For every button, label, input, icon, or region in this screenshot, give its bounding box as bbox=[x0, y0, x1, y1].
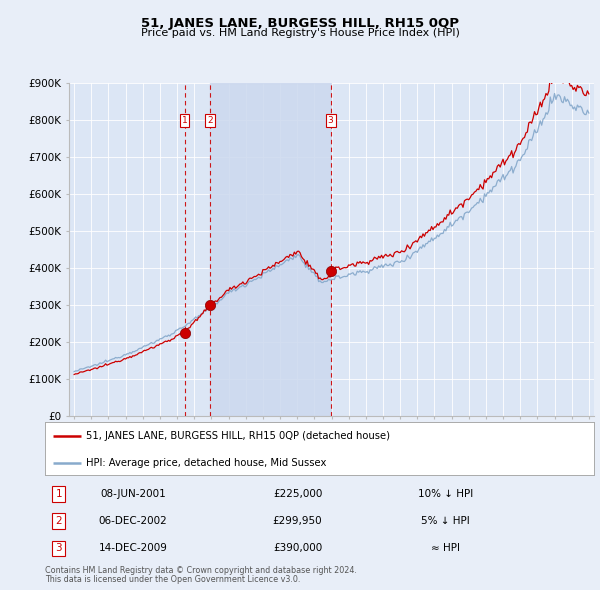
Text: HPI: Average price, detached house, Mid Sussex: HPI: Average price, detached house, Mid … bbox=[86, 458, 326, 468]
Text: ≈ HPI: ≈ HPI bbox=[431, 543, 460, 553]
Bar bbox=[210, 83, 331, 416]
Text: 51, JANES LANE, BURGESS HILL, RH15 0QP (detached house): 51, JANES LANE, BURGESS HILL, RH15 0QP (… bbox=[86, 431, 390, 441]
Point bbox=[205, 300, 215, 310]
Text: 10% ↓ HPI: 10% ↓ HPI bbox=[418, 489, 473, 499]
Text: Price paid vs. HM Land Registry's House Price Index (HPI): Price paid vs. HM Land Registry's House … bbox=[140, 28, 460, 38]
Text: £299,950: £299,950 bbox=[273, 516, 322, 526]
Text: 08-JUN-2001: 08-JUN-2001 bbox=[100, 489, 166, 499]
Text: 2: 2 bbox=[55, 516, 62, 526]
Text: 1: 1 bbox=[182, 116, 188, 126]
Text: 14-DEC-2009: 14-DEC-2009 bbox=[98, 543, 167, 553]
Text: Contains HM Land Registry data © Crown copyright and database right 2024.: Contains HM Land Registry data © Crown c… bbox=[45, 566, 357, 575]
Text: 3: 3 bbox=[55, 543, 62, 553]
Text: £225,000: £225,000 bbox=[273, 489, 322, 499]
Point bbox=[326, 267, 335, 276]
Text: This data is licensed under the Open Government Licence v3.0.: This data is licensed under the Open Gov… bbox=[45, 575, 301, 584]
Text: 1: 1 bbox=[55, 489, 62, 499]
Text: 3: 3 bbox=[328, 116, 334, 126]
Text: 51, JANES LANE, BURGESS HILL, RH15 0QP: 51, JANES LANE, BURGESS HILL, RH15 0QP bbox=[141, 17, 459, 30]
Text: 06-DEC-2002: 06-DEC-2002 bbox=[98, 516, 167, 526]
Text: 5% ↓ HPI: 5% ↓ HPI bbox=[421, 516, 470, 526]
Text: £390,000: £390,000 bbox=[273, 543, 322, 553]
Text: 2: 2 bbox=[207, 116, 213, 126]
Point bbox=[180, 328, 190, 337]
